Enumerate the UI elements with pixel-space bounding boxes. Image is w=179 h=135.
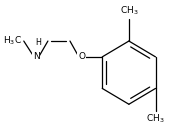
Text: CH$_3$: CH$_3$ — [120, 4, 138, 17]
Text: O: O — [78, 52, 85, 61]
Text: H: H — [36, 38, 42, 47]
Text: N: N — [33, 52, 40, 61]
Text: H$_3$C: H$_3$C — [3, 35, 22, 47]
Text: CH$_3$: CH$_3$ — [146, 113, 165, 125]
